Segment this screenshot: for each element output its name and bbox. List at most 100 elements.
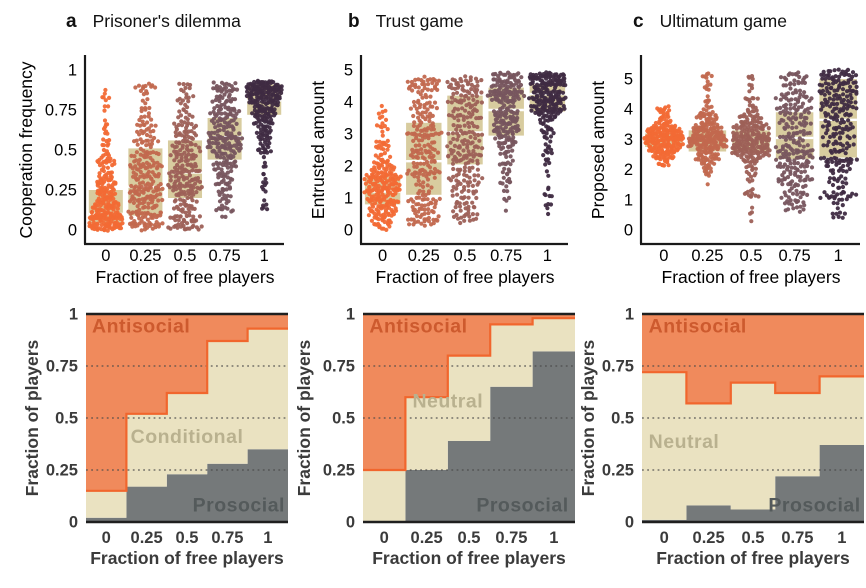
y-tick-label: 0.5 bbox=[611, 410, 634, 428]
antisocial-boundary-line bbox=[363, 317, 575, 472]
x-tick-label: 0.25 bbox=[691, 247, 723, 265]
area-label-prosocial: Prosocial bbox=[193, 495, 285, 517]
y-tick-label: 5 bbox=[624, 71, 633, 89]
swarm-group-0 bbox=[642, 104, 686, 168]
x-tick-label: 0 bbox=[102, 529, 111, 547]
panel-a-title: a Prisoner's dilemma bbox=[66, 11, 241, 33]
swarm-group-0.5 bbox=[445, 74, 485, 226]
stacked-step-trust-game: Antisocial Neutral Prosocial 0 0.25 0.5 0.75 1 0… bbox=[294, 306, 575, 568]
y-tick-label: 2 bbox=[344, 158, 353, 176]
antisocial-boundary-line bbox=[86, 327, 288, 492]
y-tick-label: 0.75 bbox=[602, 358, 634, 376]
swarm-group-0 bbox=[362, 103, 403, 232]
x-tick-label: 0 bbox=[660, 529, 669, 547]
swarm-group-0.5 bbox=[730, 74, 772, 224]
swarm-group-0.25 bbox=[405, 74, 444, 228]
x-axis-label: Fraction of free players bbox=[376, 267, 555, 287]
area-label-prosocial: Prosocial bbox=[768, 495, 860, 517]
y-tick-label: 0.5 bbox=[332, 410, 355, 428]
x-tick-label: 1 bbox=[260, 247, 269, 265]
y-tick-label: 0.25 bbox=[323, 462, 355, 480]
x-axis-label: Fraction of free players bbox=[662, 267, 841, 287]
x-tick-label: 1 bbox=[834, 247, 843, 265]
swarm-group-0.75 bbox=[485, 70, 527, 213]
y-tick-label: 0.5 bbox=[54, 142, 77, 160]
y-tick-label: 0.25 bbox=[45, 182, 77, 200]
swarm-group-0.25 bbox=[686, 71, 729, 187]
y-tick-label: 4 bbox=[344, 94, 353, 112]
x-tick-label: 0.5 bbox=[740, 247, 763, 265]
y-tick-label: 0 bbox=[69, 514, 78, 532]
y-tick-label: 3 bbox=[344, 126, 353, 144]
area-label-neutral: Neutral bbox=[412, 391, 483, 413]
y-axis-label: Cooperation frequency bbox=[16, 61, 36, 238]
panel-b-letter: b bbox=[348, 11, 360, 32]
layer-antisocial bbox=[86, 314, 288, 491]
beeswarm-prisoners-dilemma: 0 0.25 0.5 0.75 1 Cooperation frequency 0 0.25 0… bbox=[16, 55, 284, 287]
x-tick-label: 0.75 bbox=[209, 247, 241, 265]
x-tick-label: 0.5 bbox=[176, 529, 199, 547]
layer-antisocial bbox=[363, 314, 575, 470]
y-tick-label: 0 bbox=[344, 222, 353, 240]
beeswarm-trust-game: 0 1 2 3 4 5 Entrusted amount 0 0.25 0.5 0.75 1 Fract… bbox=[308, 55, 568, 287]
swarm-group-0 bbox=[87, 87, 125, 233]
y-tick-label: 5 bbox=[344, 62, 353, 80]
swarm-group-0.5 bbox=[166, 81, 204, 232]
swarm-group-0.25 bbox=[126, 81, 165, 233]
area-label-antisocial: Antisocial bbox=[369, 316, 467, 338]
x-tick-label: 1 bbox=[263, 529, 272, 547]
y-tick-label: 3 bbox=[624, 131, 633, 149]
x-tick-label: 0 bbox=[101, 247, 110, 265]
stacked-step-ultimatum-game: Antisocial Neutral Prosocial 0 0.25 0.5 0.75 1 0… bbox=[580, 306, 864, 568]
x-tick-label: 1 bbox=[549, 529, 558, 547]
x-axis-label: Fraction of free players bbox=[96, 267, 275, 287]
x-axis-label: Fraction of free players bbox=[656, 548, 850, 568]
panel-a-name: Prisoner's dilemma bbox=[92, 11, 241, 31]
area-label-antisocial: Antisocial bbox=[649, 316, 747, 338]
y-tick-label: 2 bbox=[624, 161, 633, 179]
y-axis-label: Proposed amount bbox=[588, 81, 608, 219]
y-tick-label: 0 bbox=[68, 222, 77, 240]
swarm-group-0.75 bbox=[773, 70, 815, 214]
x-tick-label: 0.25 bbox=[411, 529, 443, 547]
panel-b-title: b Trust game bbox=[348, 11, 463, 33]
y-axis-label: Fraction of players bbox=[22, 339, 42, 496]
x-tick-label: 0 bbox=[659, 247, 668, 265]
panel-c-letter: c bbox=[633, 11, 644, 32]
y-tick-label: 0.25 bbox=[46, 462, 78, 480]
panel-c-title: c Ultimatum game bbox=[633, 11, 787, 33]
y-axis-label: Fraction of players bbox=[580, 339, 598, 496]
layer-neutral bbox=[363, 318, 575, 522]
x-tick-label: 0.75 bbox=[490, 247, 522, 265]
y-axis-label: Fraction of players bbox=[294, 339, 314, 496]
y-tick-label: 0.75 bbox=[45, 102, 77, 120]
y-tick-label: 1 bbox=[624, 191, 633, 209]
panel-b-name: Trust game bbox=[375, 11, 464, 31]
x-tick-label: 1 bbox=[837, 529, 846, 547]
swarm-group-0.75 bbox=[205, 80, 245, 219]
x-tick-label: 0.5 bbox=[458, 529, 481, 547]
x-tick-label: 0.25 bbox=[408, 247, 440, 265]
y-tick-label: 4 bbox=[624, 101, 633, 119]
x-tick-label: 0.75 bbox=[779, 247, 811, 265]
y-axis-label: Entrusted amount bbox=[308, 81, 328, 219]
layer-prosocial bbox=[642, 445, 864, 522]
x-tick-label: 0.5 bbox=[174, 247, 197, 265]
area-label-conditional: Conditional bbox=[131, 426, 244, 448]
layer-neutral bbox=[642, 372, 864, 520]
swarm-group-1 bbox=[244, 78, 284, 212]
x-tick-label: 0 bbox=[378, 247, 387, 265]
panel-c-name: Ultimatum game bbox=[659, 11, 787, 31]
x-tick-label: 0.75 bbox=[781, 529, 813, 547]
y-tick-label: 1 bbox=[344, 190, 353, 208]
antisocial-boundary-line bbox=[642, 371, 864, 405]
y-tick-label: 1 bbox=[68, 62, 77, 80]
x-tick-label: 0 bbox=[380, 529, 389, 547]
x-tick-label: 0.25 bbox=[131, 529, 163, 547]
y-tick-label: 1 bbox=[346, 306, 355, 324]
x-axis-label: Fraction of free players bbox=[372, 548, 566, 568]
y-tick-label: 0.75 bbox=[46, 358, 78, 376]
area-label-neutral: Neutral bbox=[649, 431, 720, 453]
swarm-group-1 bbox=[817, 67, 859, 220]
x-tick-label: 0.25 bbox=[693, 529, 725, 547]
